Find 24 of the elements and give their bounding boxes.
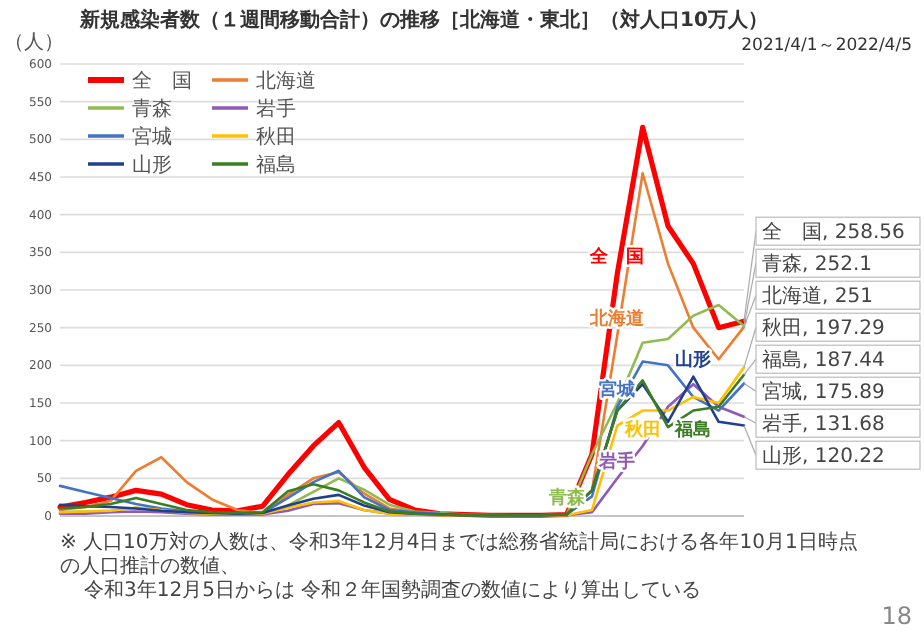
data-label: 宮城, 175.89 bbox=[762, 380, 885, 405]
legend-label: 北海道 bbox=[256, 69, 316, 93]
text: 山形 bbox=[675, 350, 712, 371]
data-label: 福島, 187.44 bbox=[762, 348, 885, 373]
data-label: 岩手, 131.68 bbox=[762, 412, 885, 437]
text: 18 bbox=[881, 602, 912, 630]
text: 令和3年12月5日からは 令和２年国勢調査の数値により算出している bbox=[84, 578, 702, 602]
text: ※ 人口10万対の人数は、令和3年12月4日までは総務省統計局における各年10月1日時点の人口推計の数値、 bbox=[60, 530, 858, 578]
data-label: 山形, 120.22 bbox=[762, 444, 885, 469]
y-axis-title: （人） bbox=[4, 32, 64, 54]
text: 福島 bbox=[675, 420, 712, 441]
legend-label: 秋田 bbox=[256, 125, 296, 149]
legend-label: 岩手 bbox=[256, 97, 296, 121]
data-label: 青森, 252.1 bbox=[762, 252, 872, 277]
data-label: 全 国, 258.56 bbox=[762, 220, 905, 245]
data-label: 北海道, 251 bbox=[762, 284, 873, 309]
legend-label: 山形 bbox=[132, 153, 172, 177]
data-label: 秋田, 197.29 bbox=[762, 316, 885, 341]
legend-label: 福島 bbox=[256, 153, 296, 177]
legend-label: 宮城 bbox=[132, 125, 172, 149]
legend-label: 全 国 bbox=[132, 69, 192, 93]
legend-label: 青森 bbox=[132, 97, 172, 121]
text: 2021/4/1～2022/4/5 bbox=[741, 36, 912, 56]
chart-title: 新規感染者数（１週間移動合計）の推移［北海道・東北］（対人口10万人） bbox=[78, 8, 768, 32]
